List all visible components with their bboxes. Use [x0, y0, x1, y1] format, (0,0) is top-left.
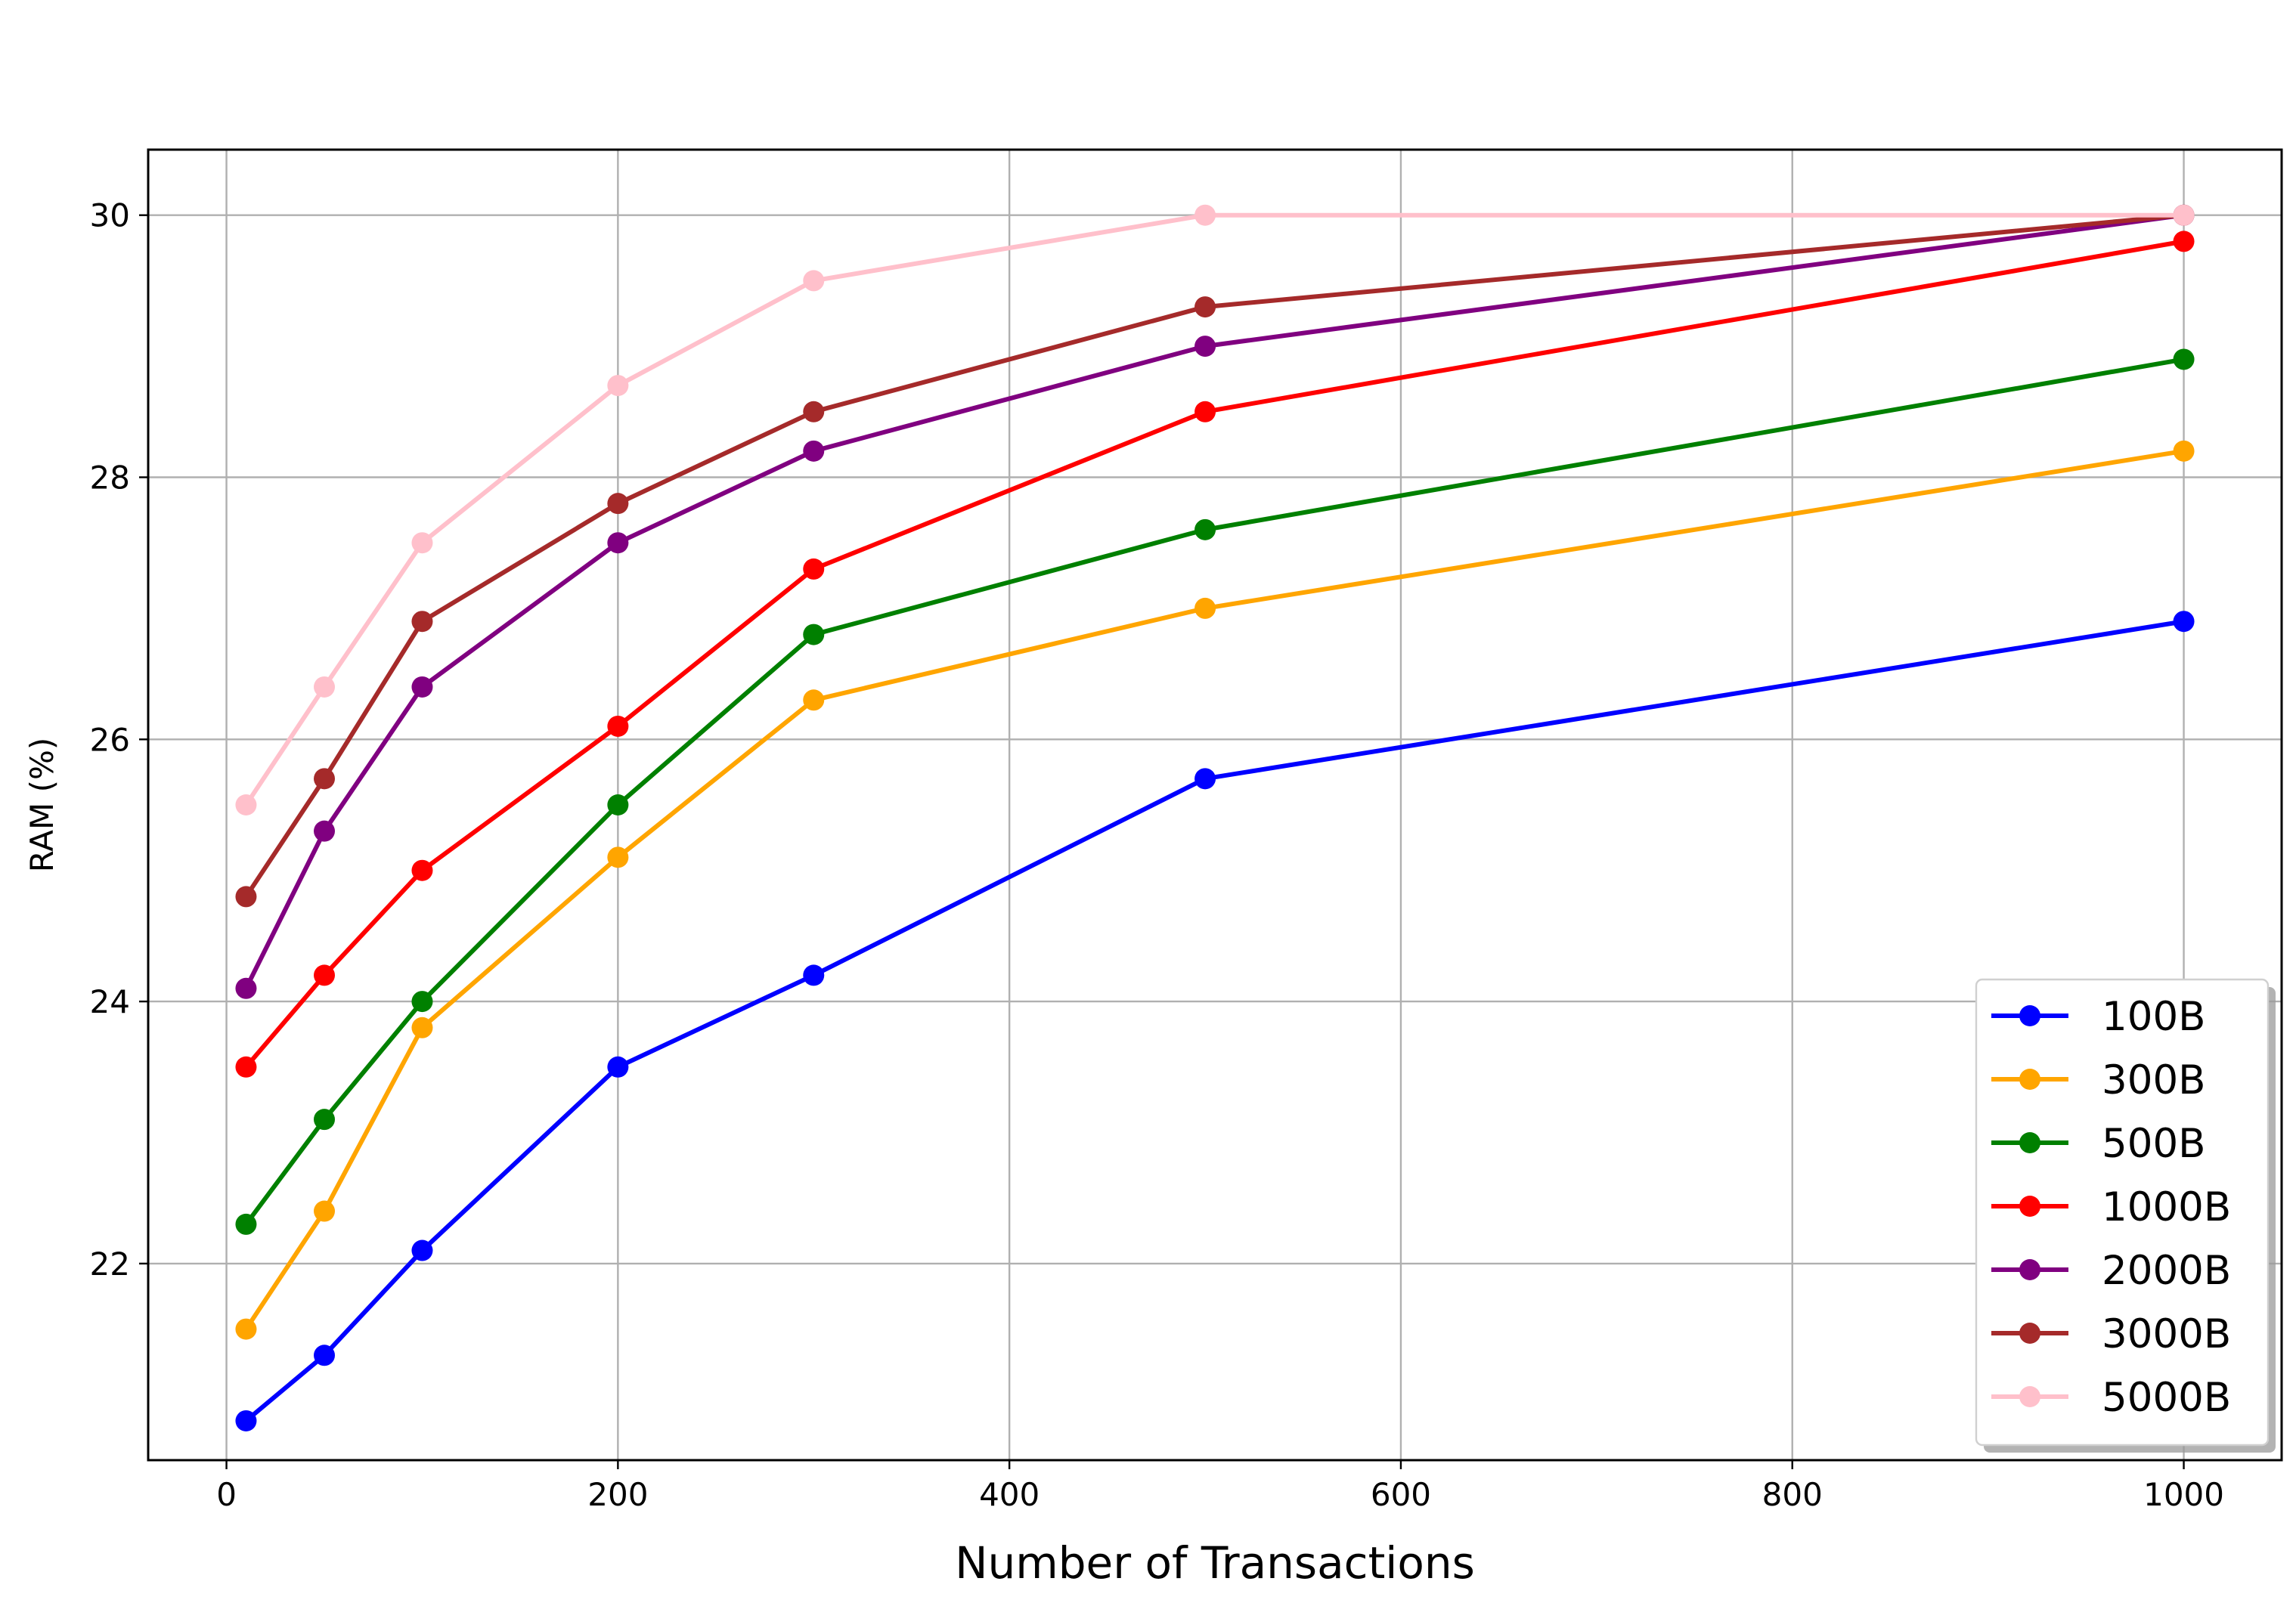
y-tick-label: 28 — [90, 460, 130, 497]
legend-label-100b: 100B — [2102, 994, 2206, 1040]
legend-label-2000b: 2000B — [2102, 1248, 2231, 1294]
legend-marker-100b — [2019, 1005, 2040, 1026]
axis-ticks: 0 200 400 600 800 1000 22 24 26 28 30 — [90, 197, 2224, 1513]
data-point-100b — [235, 1410, 257, 1431]
data-point-3000b — [235, 886, 257, 908]
x-tick-label: 600 — [1371, 1476, 1431, 1513]
x-tick-label: 0 — [216, 1476, 237, 1513]
data-point-300b — [1194, 597, 1216, 619]
data-point-2000b — [235, 977, 257, 999]
series-2000b — [235, 204, 2195, 999]
data-point-500b — [411, 991, 433, 1013]
data-point-5000b — [607, 375, 629, 397]
data-point-500b — [803, 624, 825, 645]
data-point-5000b — [235, 794, 257, 815]
data-point-3000b — [1194, 296, 1216, 318]
y-tick-label: 26 — [90, 721, 130, 758]
series-100b — [235, 611, 2195, 1431]
legend-label-3000b: 3000B — [2102, 1311, 2231, 1357]
x-axis-label: Number of Transactions — [955, 1537, 1475, 1589]
y-tick-label: 30 — [90, 197, 130, 234]
legend-item-2000b: 2000B — [1991, 1248, 2231, 1294]
data-point-1000b — [411, 859, 433, 881]
data-point-500b — [235, 1213, 257, 1235]
legend-label-5000b: 5000B — [2102, 1375, 2231, 1421]
data-point-100b — [411, 1239, 433, 1261]
legend-box — [1975, 978, 2270, 1447]
y-tick-label: 24 — [90, 983, 130, 1020]
data-point-5000b — [314, 676, 336, 698]
legend-label-500b: 500B — [2102, 1121, 2206, 1167]
y-tick-label: 22 — [90, 1246, 130, 1283]
data-point-3000b — [314, 768, 336, 790]
x-tick-label: 1000 — [2143, 1476, 2224, 1513]
data-point-1000b — [607, 715, 629, 737]
plot-frame — [147, 148, 2283, 1462]
x-tick-label: 200 — [587, 1476, 648, 1513]
legend-item-5000b: 5000B — [1991, 1375, 2231, 1421]
data-point-300b — [235, 1318, 257, 1340]
data-point-2000b — [607, 532, 629, 554]
series-5000b — [235, 204, 2195, 815]
legend-item-1000b: 1000B — [1991, 1184, 2231, 1230]
data-point-2000b — [803, 440, 825, 462]
data-point-500b — [1194, 518, 1216, 540]
series-lines — [235, 204, 2195, 1431]
data-point-5000b — [803, 270, 825, 292]
data-point-500b — [607, 794, 629, 815]
data-point-3000b — [411, 611, 433, 633]
legend-item-100b: 100B — [1991, 994, 2206, 1040]
data-point-300b — [803, 689, 825, 711]
data-point-500b — [314, 1109, 336, 1131]
data-point-1000b — [2173, 231, 2195, 252]
data-point-100b — [314, 1345, 336, 1366]
data-point-100b — [2173, 611, 2195, 633]
series-300b — [235, 440, 2195, 1340]
data-point-3000b — [803, 401, 825, 422]
series-500b — [235, 348, 2195, 1235]
data-point-2000b — [411, 676, 433, 698]
legend-marker-5000b — [2019, 1386, 2040, 1407]
x-tick-label: 800 — [1762, 1476, 1823, 1513]
legend-marker-1000b — [2019, 1196, 2040, 1217]
data-point-300b — [607, 846, 629, 868]
data-point-1000b — [1194, 401, 1216, 422]
data-point-1000b — [314, 964, 336, 986]
data-point-1000b — [235, 1056, 257, 1078]
legend-marker-3000b — [2019, 1323, 2040, 1344]
legend-marker-2000b — [2019, 1259, 2040, 1280]
data-point-300b — [411, 1017, 433, 1038]
data-point-100b — [803, 964, 825, 986]
legend-label-1000b: 1000B — [2102, 1184, 2231, 1230]
data-point-2000b — [314, 820, 336, 842]
data-point-5000b — [2173, 204, 2195, 226]
data-point-100b — [1194, 768, 1216, 790]
data-point-5000b — [411, 532, 433, 554]
data-point-300b — [314, 1200, 336, 1222]
data-point-5000b — [1194, 204, 1216, 226]
data-point-1000b — [803, 558, 825, 580]
legend-marker-300b — [2019, 1069, 2040, 1090]
legend-item-3000b: 3000B — [1991, 1311, 2231, 1357]
data-point-300b — [2173, 440, 2195, 462]
legend-label-300b: 300B — [2102, 1057, 2206, 1103]
data-point-3000b — [607, 493, 629, 515]
legend-item-300b: 300B — [1991, 1057, 2206, 1103]
data-point-100b — [607, 1056, 629, 1078]
y-axis-label: RAM (%) — [23, 738, 60, 872]
data-point-500b — [2173, 348, 2195, 370]
series-1000b — [235, 231, 2195, 1078]
x-tick-label: 400 — [979, 1476, 1040, 1513]
legend-marker-500b — [2019, 1132, 2040, 1153]
legend-item-500b: 500B — [1991, 1121, 2206, 1167]
data-point-2000b — [1194, 336, 1216, 357]
legend: 100B 300B 500B 1000B 2000B 3000B 5000B — [1975, 978, 2276, 1453]
